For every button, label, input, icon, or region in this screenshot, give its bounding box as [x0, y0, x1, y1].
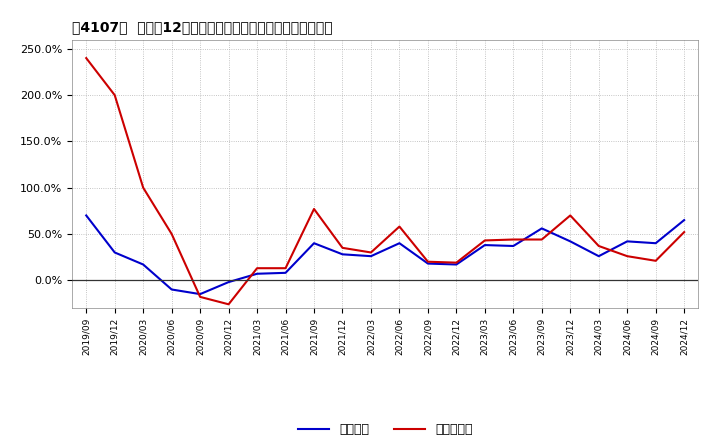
当期純利益	[537, 237, 546, 242]
経常利益	[423, 261, 432, 266]
当期純利益	[253, 266, 261, 271]
当期純利益	[139, 185, 148, 191]
経常利益	[253, 271, 261, 276]
Legend: 経常利益, 当期純利益: 経常利益, 当期純利益	[293, 418, 477, 440]
経常利益	[652, 241, 660, 246]
経常利益	[139, 262, 148, 267]
当期純利益	[509, 237, 518, 242]
当期純利益	[167, 231, 176, 237]
経常利益	[310, 241, 318, 246]
経常利益	[452, 262, 461, 267]
経常利益	[110, 250, 119, 255]
当期純利益	[225, 302, 233, 307]
当期純利益	[452, 260, 461, 265]
当期純利益	[282, 266, 290, 271]
経常利益	[167, 287, 176, 292]
経常利益	[480, 242, 489, 248]
経常利益	[595, 253, 603, 259]
経常利益	[196, 291, 204, 297]
Line: 当期純利益: 当期純利益	[86, 58, 684, 304]
経常利益	[366, 253, 375, 259]
経常利益	[82, 213, 91, 218]
当期純利益	[310, 206, 318, 212]
経常利益	[623, 239, 631, 244]
経常利益	[509, 243, 518, 249]
当期純利益	[423, 259, 432, 264]
当期純利益	[680, 230, 688, 235]
当期純利益	[338, 245, 347, 250]
当期純利益	[623, 253, 631, 259]
当期純利益	[110, 92, 119, 98]
当期純利益	[652, 258, 660, 264]
経常利益	[680, 217, 688, 223]
経常利益	[282, 270, 290, 275]
当期純利益	[566, 213, 575, 218]
経常利益	[537, 226, 546, 231]
経常利益	[225, 279, 233, 285]
Text: ［4107］  利益の12か月移動合計の対前年同期増減率の推移: ［4107］ 利益の12か月移動合計の対前年同期増減率の推移	[72, 20, 333, 34]
経常利益	[566, 239, 575, 244]
当期純利益	[480, 238, 489, 243]
経常利益	[395, 241, 404, 246]
当期純利益	[366, 250, 375, 255]
当期純利益	[196, 294, 204, 300]
Line: 経常利益: 経常利益	[86, 216, 684, 294]
当期純利益	[595, 243, 603, 249]
経常利益	[338, 252, 347, 257]
当期純利益	[395, 224, 404, 229]
当期純利益	[82, 55, 91, 61]
